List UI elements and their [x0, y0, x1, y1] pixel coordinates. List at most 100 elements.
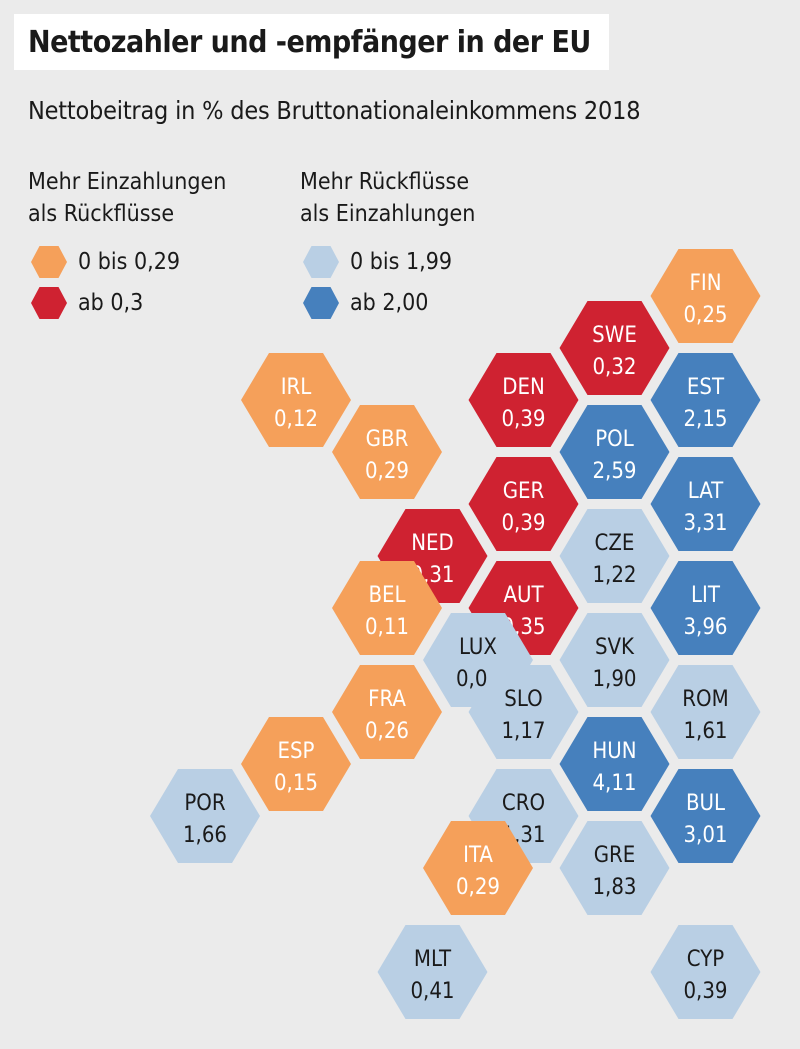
hex-shape-fin: [650, 249, 761, 343]
hex-shape-por: [150, 769, 260, 863]
hex-value-gre: 1,83: [592, 875, 636, 900]
chart-subtitle: Nettobeitrag in % des Bruttonationaleink…: [28, 96, 641, 125]
hex-label-mlt: MLT: [414, 947, 452, 972]
hex-rom: ROM 1,61: [650, 665, 761, 759]
legend-heading-payers-line1: Mehr Einzahlungen: [28, 169, 227, 195]
hex-shape-pol: [559, 405, 670, 499]
legend-item-payer-low: 0 bis 0,29: [30, 244, 180, 280]
hex-gre: GRE 1,83: [559, 821, 670, 915]
legend-swatch-payer-high: [31, 287, 67, 319]
hex-value-est: 2,15: [683, 407, 727, 432]
hex-shape-rom: [650, 665, 761, 759]
hex-label-est: EST: [687, 375, 725, 400]
hex-value-den: 0,39: [501, 407, 545, 432]
hex-bul: BUL 3,01: [650, 769, 761, 863]
hex-label-den: DEN: [502, 375, 545, 400]
hex-value-bul: 3,01: [683, 823, 727, 848]
legend-swatch-receiver-high: [303, 287, 339, 319]
hex-value-gbr: 0,29: [365, 459, 409, 484]
hex-slo: SLO 1,17: [468, 665, 579, 759]
hex-label-ita: ITA: [463, 843, 493, 868]
hex-value-bel: 0,11: [365, 615, 409, 640]
hex-fin: FIN 0,25: [650, 249, 761, 343]
hex-label-irl: IRL: [281, 375, 312, 400]
legend-label-receiver-low: 0 bis 1,99: [350, 249, 453, 275]
legend-heading-payers: Mehr Einzahlungen als Rückflüsse: [28, 166, 226, 230]
hex-label-lat: LAT: [688, 479, 724, 504]
legend-swatch-receiver-low: [303, 246, 339, 278]
legend-label-payer-high: ab 0,3: [78, 290, 144, 316]
hex-mlt: MLT 0,41: [377, 925, 488, 1019]
hex-value-swe: 0,32: [592, 355, 636, 380]
hex-value-irl: 0,12: [274, 407, 318, 432]
legend-swatch-payer-low: [31, 246, 67, 278]
hex-shape-ita: [423, 821, 533, 915]
hex-value-slo: 1,17: [501, 719, 545, 744]
hex-label-por: POR: [184, 791, 226, 816]
hex-lit: LIT 3,96: [650, 561, 761, 655]
hex-label-aut: AUT: [503, 583, 544, 608]
hex-den: DEN 0,39: [468, 353, 579, 447]
hex-ita: ITA 0,29: [423, 821, 533, 915]
hex-value-fin: 0,25: [683, 303, 727, 328]
hex-shape-den: [468, 353, 579, 447]
title-box: Nettozahler und -empfänger in der EU: [14, 14, 609, 70]
legend-label-payer-low: 0 bis 0,29: [78, 249, 181, 275]
hex-ger: GER 0,39: [468, 457, 579, 551]
hex-lat: LAT 3,31: [650, 457, 761, 551]
hex-fra: FRA 0,26: [332, 665, 442, 759]
hex-label-pol: POL: [595, 427, 634, 452]
hex-label-cro: CRO: [502, 791, 545, 816]
legend-item-receiver-low: 0 bis 1,99: [302, 244, 452, 280]
hex-cze: CZE 1,22: [559, 509, 670, 603]
hex-label-lit: LIT: [691, 583, 721, 608]
hex-label-lux: LUX: [459, 635, 497, 660]
hex-label-cyp: CYP: [687, 947, 725, 972]
hex-shape-cyp: [650, 925, 761, 1019]
hex-label-cze: CZE: [595, 531, 635, 556]
chart-title: Nettozahler und -empfänger in der EU: [28, 24, 591, 60]
hex-value-svk: 1,90: [592, 667, 636, 692]
hex-value-lit: 3,96: [683, 615, 727, 640]
hex-label-slo: SLO: [504, 687, 542, 712]
hex-shape-irl: [241, 353, 351, 447]
legend-heading-receivers-line2: als Einzahlungen: [300, 201, 476, 227]
hex-shape-hun: [559, 717, 670, 811]
hex-shape-lit: [650, 561, 761, 655]
hex-label-ned: NED: [411, 531, 454, 556]
hex-value-rom: 1,61: [683, 719, 727, 744]
hex-label-esp: ESP: [277, 739, 314, 764]
hex-por: POR 1,66: [150, 769, 260, 863]
hex-shape-svk: [559, 613, 670, 707]
hex-value-mlt: 0,41: [410, 979, 454, 1004]
hex-shape-slo: [468, 665, 579, 759]
hex-shape-gbr: [332, 405, 442, 499]
hex-value-ger: 0,39: [501, 511, 545, 536]
hex-value-lat: 3,31: [683, 511, 727, 536]
hex-value-esp: 0,15: [274, 771, 318, 796]
hex-value-hun: 4,11: [592, 771, 636, 796]
hex-value-pol: 2,59: [592, 459, 636, 484]
hex-swe: SWE 0,32: [559, 301, 670, 395]
legend-item-receiver-high: ab 2,00: [302, 285, 428, 321]
hex-value-ita: 0,29: [456, 875, 500, 900]
hex-label-rom: ROM: [682, 687, 728, 712]
hex-shape-gre: [559, 821, 670, 915]
hex-label-gbr: GBR: [366, 427, 409, 452]
hex-label-hun: HUN: [592, 739, 636, 764]
hex-label-svk: SVK: [595, 635, 635, 660]
legend-heading-receivers-line1: Mehr Rückflüsse: [300, 169, 470, 195]
hex-pol: POL 2,59: [559, 405, 670, 499]
hex-shape-fra: [332, 665, 442, 759]
hex-hun: HUN 4,11: [559, 717, 670, 811]
hex-shape-esp: [241, 717, 351, 811]
hex-gbr: GBR 0,29: [332, 405, 442, 499]
hex-irl: IRL 0,12: [241, 353, 351, 447]
hex-shape-bul: [650, 769, 761, 863]
hex-label-bul: BUL: [686, 791, 725, 816]
hex-shape-ger: [468, 457, 579, 551]
hex-shape-est: [650, 353, 761, 447]
hex-est: EST 2,15: [650, 353, 761, 447]
hex-label-ger: GER: [503, 479, 545, 504]
